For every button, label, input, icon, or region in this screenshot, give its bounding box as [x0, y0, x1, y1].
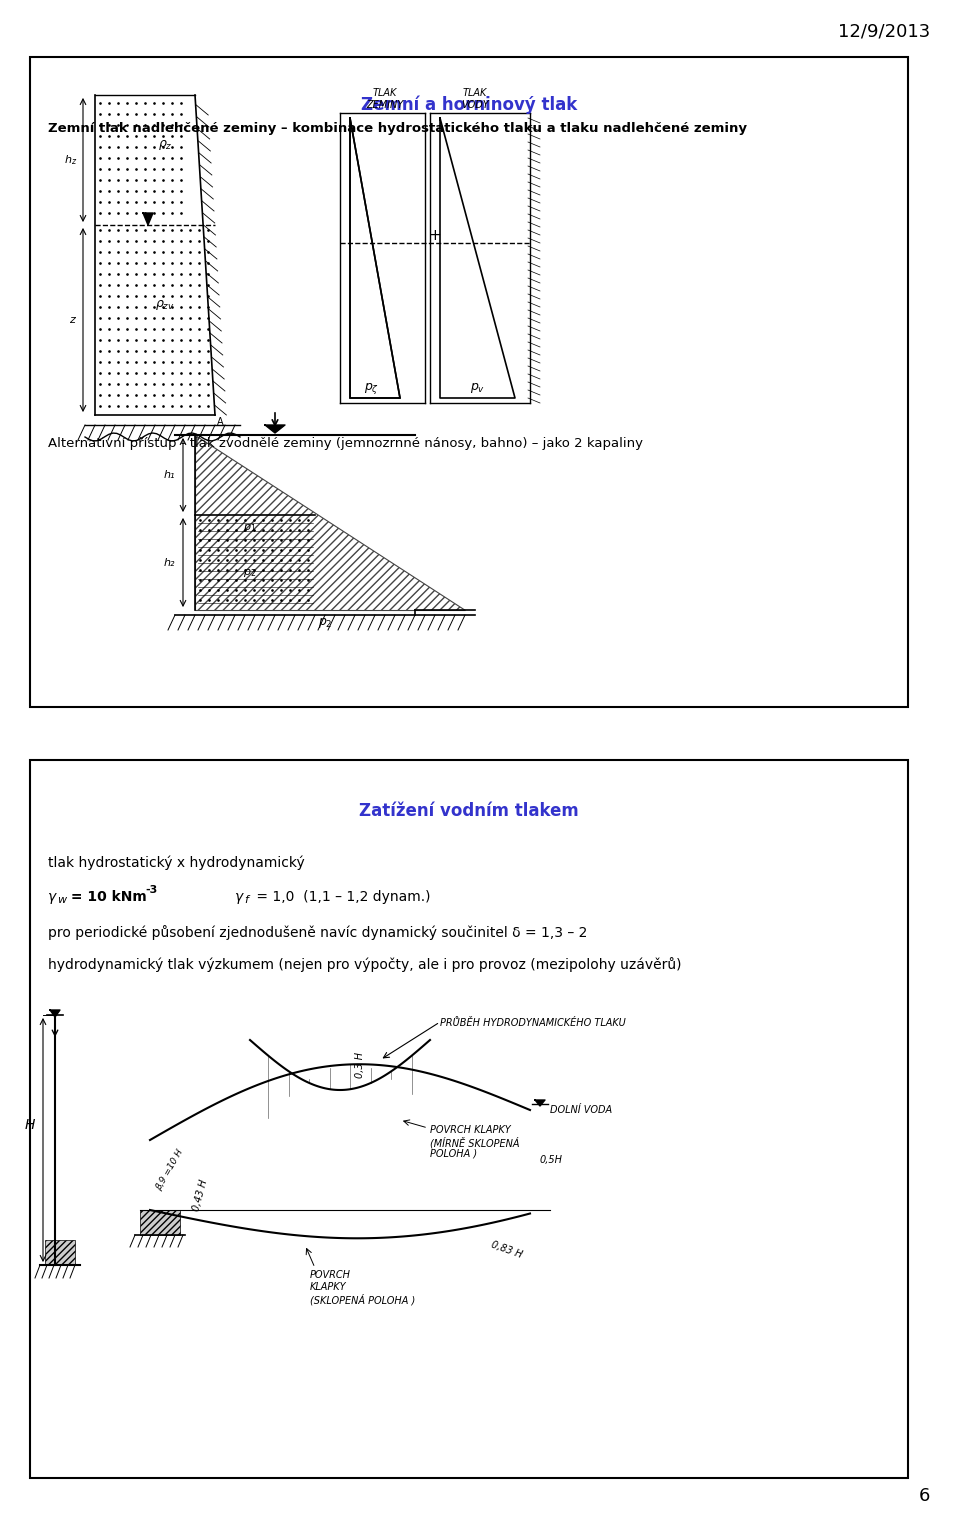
Text: 12/9/2013: 12/9/2013 — [838, 21, 930, 40]
Text: γ: γ — [235, 890, 243, 904]
Polygon shape — [265, 425, 285, 434]
Text: ZEMINY: ZEMINY — [367, 99, 403, 110]
Text: $h_z$: $h_z$ — [63, 153, 77, 166]
Text: $p_v$: $p_v$ — [470, 382, 486, 395]
Text: VODY: VODY — [461, 99, 489, 110]
Text: 0,43 H: 0,43 H — [191, 1177, 209, 1212]
Text: = 10 kNm: = 10 kNm — [66, 890, 147, 904]
Text: Alternativní přístup - tlak zvodnělé zeminy (jemnozrnné nánosy, bahno) – jako 2 : Alternativní přístup - tlak zvodnělé zem… — [48, 437, 643, 450]
Text: 0,5H: 0,5H — [540, 1154, 563, 1165]
Text: KLAPKY: KLAPKY — [310, 1283, 347, 1292]
Text: +: + — [428, 229, 442, 243]
Text: Zemní tlak nadlehčené zeminy – kombinace hydrostatického tlaku a tlaku nadlehčen: Zemní tlak nadlehčené zeminy – kombinace… — [48, 122, 747, 134]
Text: $p_2$: $p_2$ — [318, 615, 332, 631]
Text: γ: γ — [48, 890, 57, 904]
Text: f: f — [244, 895, 248, 906]
Text: h₁: h₁ — [163, 470, 175, 479]
Text: TLAK: TLAK — [463, 89, 487, 98]
Text: hydrodynamický tlak výzkumem (nejen pro výpočty, ale i pro provoz (mezipolohy uz: hydrodynamický tlak výzkumem (nejen pro … — [48, 957, 682, 973]
Polygon shape — [50, 1009, 60, 1017]
Text: tlak hydrostatický x hydrodynamický: tlak hydrostatický x hydrodynamický — [48, 855, 304, 869]
Text: pro periodické působení zjednodušeně navíc dynamický součinitel δ = 1,3 – 2: pro periodické působení zjednodušeně nav… — [48, 925, 588, 941]
Text: (MÍRNĚ SKLOPENÁ: (MÍRNĚ SKLOPENÁ — [430, 1138, 519, 1148]
Text: 0,83 H: 0,83 H — [490, 1240, 524, 1260]
Bar — [30, 760, 908, 1478]
Text: $p_1$: $p_1$ — [243, 522, 256, 534]
Text: $\rho_z$: $\rho_z$ — [157, 137, 173, 153]
Text: z: z — [69, 315, 75, 325]
Text: DOLNÍ VODA: DOLNÍ VODA — [550, 1106, 612, 1115]
Text: A: A — [217, 417, 224, 428]
Text: POLOHA ): POLOHA ) — [430, 1148, 477, 1159]
Text: POVRCH: POVRCH — [310, 1270, 351, 1280]
Text: Zemní a horninový tlak: Zemní a horninový tlak — [361, 95, 577, 113]
Text: β,9 =10 H: β,9 =10 H — [155, 1148, 185, 1193]
Text: = 1,0  (1,1 – 1,2 dynam.): = 1,0 (1,1 – 1,2 dynam.) — [252, 890, 430, 904]
Text: $p_2$: $p_2$ — [244, 567, 256, 579]
Text: $\rho_{zv}$: $\rho_{zv}$ — [156, 298, 175, 312]
Text: $p_{\zeta}$: $p_{\zeta}$ — [365, 382, 379, 395]
Text: -3: -3 — [145, 886, 157, 895]
Bar — [30, 56, 908, 707]
Text: w: w — [57, 895, 66, 906]
Text: (SKLOPENÁ POLOHA ): (SKLOPENÁ POLOHA ) — [310, 1293, 416, 1306]
Text: POVRCH KLAPKY: POVRCH KLAPKY — [430, 1125, 511, 1135]
Text: 6: 6 — [919, 1487, 930, 1506]
Text: 0,3 H: 0,3 H — [355, 1052, 365, 1078]
Text: PRŮBĚH HYDRODYNAMICKÉHO TLAKU: PRŮBĚH HYDRODYNAMICKÉHO TLAKU — [440, 1019, 626, 1028]
Polygon shape — [535, 1099, 545, 1106]
Text: Zatížení vodním tlakem: Zatížení vodním tlakem — [359, 802, 579, 820]
Text: H: H — [25, 1118, 35, 1132]
Polygon shape — [143, 212, 153, 224]
Polygon shape — [140, 1209, 180, 1235]
Polygon shape — [45, 1240, 75, 1264]
Text: h₂: h₂ — [163, 557, 175, 568]
Text: TLAK: TLAK — [372, 89, 397, 98]
